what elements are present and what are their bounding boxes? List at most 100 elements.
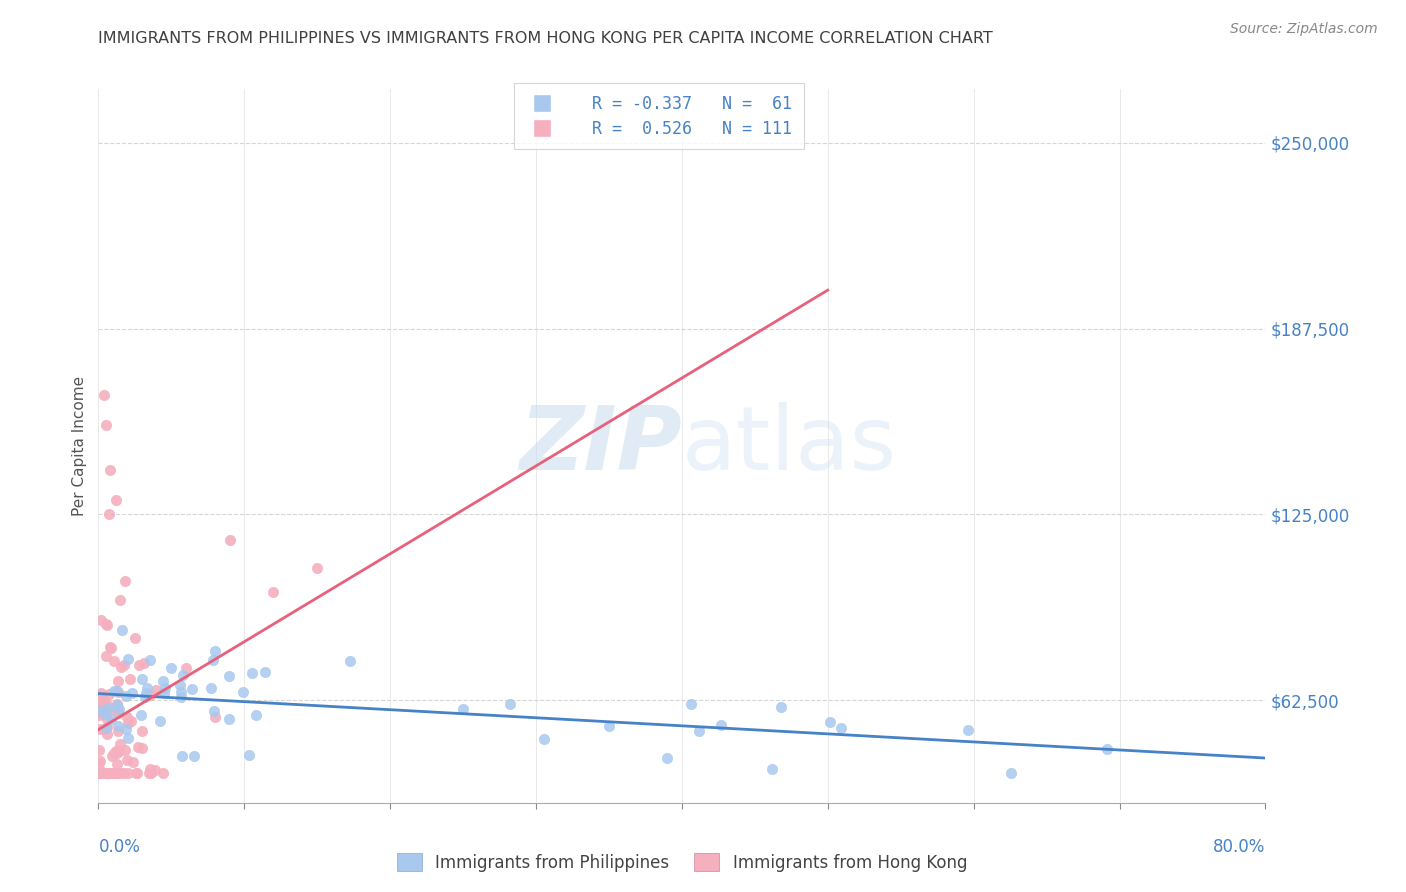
Point <box>89 743 111 757</box>
Point <box>107 719 129 733</box>
Point <box>89 766 111 780</box>
Point <box>89 766 111 780</box>
Point <box>117 651 139 665</box>
Point <box>240 666 263 681</box>
Point <box>307 561 329 575</box>
Point <box>90 699 112 714</box>
Point <box>103 654 125 668</box>
Point <box>93 388 115 402</box>
Point <box>139 688 162 702</box>
Point <box>112 766 135 780</box>
Point <box>122 755 145 769</box>
Point <box>153 681 176 695</box>
Point <box>145 683 167 698</box>
Point <box>1000 765 1022 780</box>
Point <box>117 766 139 780</box>
Point <box>98 688 121 702</box>
Point <box>89 706 111 720</box>
Point <box>121 685 143 699</box>
Point <box>170 685 193 699</box>
Point <box>152 766 174 780</box>
Point <box>96 617 118 632</box>
Point <box>139 766 162 780</box>
Point <box>96 766 118 780</box>
Point <box>98 766 121 780</box>
Point <box>100 766 122 780</box>
Point <box>90 613 112 627</box>
Point <box>170 690 193 705</box>
Point <box>94 722 117 736</box>
Point <box>160 661 183 675</box>
Point <box>89 756 111 770</box>
Point <box>105 698 128 713</box>
Point <box>105 746 128 760</box>
Point <box>90 701 112 715</box>
Point <box>100 766 122 780</box>
Point <box>91 693 114 707</box>
Point <box>131 672 153 686</box>
Point <box>89 766 111 780</box>
Point <box>89 766 111 780</box>
Point <box>114 743 136 757</box>
Point <box>105 766 128 780</box>
Point <box>200 681 222 696</box>
Point <box>89 766 111 780</box>
Point <box>97 766 120 780</box>
Point <box>204 710 226 724</box>
Point <box>115 710 138 724</box>
Point <box>818 714 841 729</box>
Text: 0.0%: 0.0% <box>98 838 141 856</box>
Point <box>98 640 121 655</box>
Point <box>98 463 121 477</box>
Point <box>107 706 129 721</box>
Point <box>89 766 111 780</box>
Point <box>172 668 194 682</box>
Point <box>655 751 678 765</box>
Legend: Immigrants from Philippines, Immigrants from Hong Kong: Immigrants from Philippines, Immigrants … <box>389 847 974 879</box>
Point <box>174 660 197 674</box>
Point <box>89 766 111 780</box>
Point <box>105 756 128 771</box>
Point <box>100 641 122 656</box>
Point <box>183 748 205 763</box>
Point <box>124 631 146 645</box>
Point <box>172 749 194 764</box>
Point <box>117 716 139 731</box>
Point <box>238 747 260 762</box>
Point <box>710 718 733 732</box>
Point <box>94 766 117 780</box>
Point <box>91 766 114 780</box>
Point <box>202 704 225 718</box>
Y-axis label: Per Capita Income: Per Capita Income <box>72 376 87 516</box>
Point <box>100 766 122 780</box>
Point <box>218 669 240 683</box>
Point <box>115 690 138 704</box>
Point <box>89 707 111 722</box>
Point <box>96 712 118 726</box>
Point <box>117 731 139 745</box>
Point <box>120 714 142 728</box>
Point <box>104 492 127 507</box>
Point <box>89 766 111 780</box>
Point <box>108 744 131 758</box>
Point <box>245 708 267 723</box>
Point <box>136 681 159 695</box>
Point <box>108 702 131 716</box>
Point <box>134 656 156 670</box>
Point <box>112 658 135 673</box>
Point <box>118 672 141 686</box>
Point <box>97 508 120 522</box>
Point <box>94 648 117 663</box>
Point <box>94 418 117 433</box>
Point <box>761 762 783 776</box>
Point <box>262 585 284 599</box>
Point <box>94 706 117 721</box>
Point <box>181 682 204 697</box>
Point <box>94 696 117 710</box>
Point <box>90 764 112 779</box>
Point <box>128 657 150 672</box>
Point <box>89 754 111 768</box>
Point <box>94 766 117 780</box>
Point <box>110 766 132 780</box>
Point <box>598 719 620 733</box>
